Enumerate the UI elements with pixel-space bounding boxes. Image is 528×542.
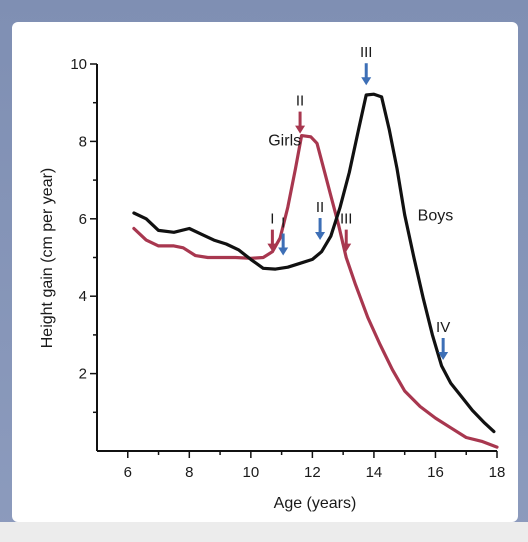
stage-arrowhead-boys [278,247,289,256]
series-label-girls: Girls [268,132,301,149]
stage-label-girls: I [270,211,274,228]
x-tick-label: 14 [366,464,383,481]
x-tick-label: 12 [304,464,321,481]
y-tick-label: 2 [79,366,87,383]
stage-label-boys: III [360,44,373,61]
y-axis-label: Height gain (cm per year) [39,168,56,349]
x-tick-label: 18 [489,464,506,481]
series-label-boys: Boys [418,208,454,225]
stage-arrowhead-boys [361,77,372,86]
series-line-girls [132,134,499,449]
y-tick-label: 8 [79,133,87,150]
x-tick-label: 16 [427,464,444,481]
series-lines [132,92,499,449]
series-line-boys [132,92,496,434]
stage-arrowhead-boys [438,351,449,360]
stage-arrowhead-girls [341,243,352,252]
axes: 6 8 10 12 14 16 18 2 4 6 8 10 [70,56,505,481]
x-tick-label: 8 [185,464,193,481]
stage-label-boys: I [281,215,285,232]
stage-arrowhead-girls [295,125,306,134]
stage-label-girls: II [296,93,304,110]
stage-label-girls: III [340,211,353,228]
stage-arrowhead-girls [267,243,278,252]
y-tick-label: 10 [70,56,87,73]
y-tick-label: 6 [79,211,87,228]
stage-label-boys: IV [436,319,450,336]
x-axis-label: Age (years) [274,495,357,512]
x-tick-label: 10 [243,464,260,481]
bottom-band [0,522,528,542]
stage-arrowhead-boys [315,232,326,241]
stage-label-boys: II [316,199,324,216]
y-tick-label: 4 [79,288,87,305]
x-tick-label: 6 [124,464,132,481]
